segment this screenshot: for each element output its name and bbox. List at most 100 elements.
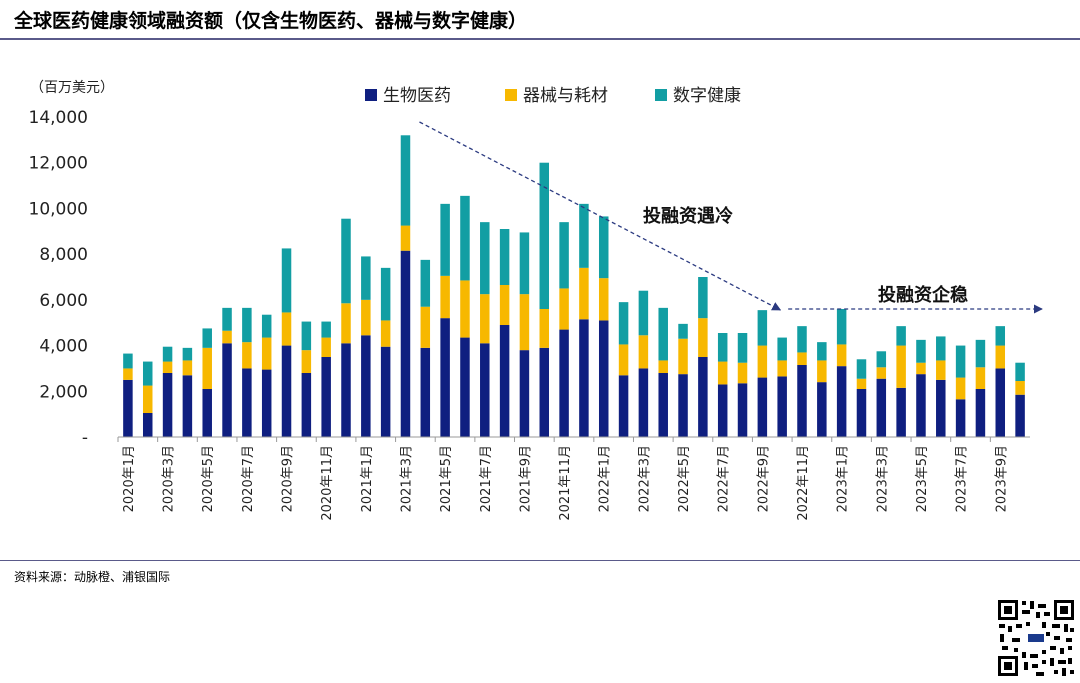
bar-segment-device xyxy=(598,278,609,321)
bar-segment-digital xyxy=(480,222,490,295)
bar-segment-device xyxy=(698,318,708,357)
bar-segment-digital xyxy=(261,314,272,338)
bar-segment-digital xyxy=(717,333,728,362)
bar-segment-digital xyxy=(420,259,431,307)
bar-segment-digital xyxy=(559,222,569,289)
bar-segment-bio xyxy=(301,373,312,437)
bar-segment-device xyxy=(955,377,966,400)
bar-segment-bio xyxy=(916,374,926,437)
x-tick-label: 2022年5月 xyxy=(677,445,692,512)
bar-segment-digital xyxy=(222,307,232,331)
bar-segment-digital xyxy=(182,347,193,361)
bar-segment-device xyxy=(777,360,787,377)
bar-segment-digital xyxy=(400,135,411,226)
bar-segment-digital xyxy=(955,345,966,378)
bar-segment-bio xyxy=(737,383,748,437)
bar-segment-bio xyxy=(420,347,431,437)
bar-segment-bio xyxy=(698,357,708,437)
bar-segment-digital xyxy=(698,277,708,319)
bar-segment-device xyxy=(638,335,649,369)
legend-swatch-device xyxy=(505,89,517,101)
y-tick-label: 4,000 xyxy=(39,337,88,357)
bar-segment-device xyxy=(559,288,569,330)
bar-segment-digital xyxy=(598,216,609,279)
x-axis: 2020年1月 2020年3月 2020年5月 2020年7月 2020年9月 2020年… xyxy=(117,436,1030,521)
bar-segment-device xyxy=(242,342,252,369)
bar-segment-bio xyxy=(1015,394,1025,437)
bar-segment-bio xyxy=(222,343,232,437)
bar-segment-device xyxy=(480,294,490,344)
bar-segment-bio xyxy=(955,399,966,437)
bar-segment-device xyxy=(440,275,450,319)
bar-segment-device xyxy=(301,350,312,373)
bar-segment-bio xyxy=(182,375,193,437)
bar-segment-digital xyxy=(499,229,510,285)
x-tick-label: 2022年9月 xyxy=(756,445,771,512)
bar-segment-bio xyxy=(678,374,688,437)
bar-segment-digital xyxy=(936,336,946,361)
bar-segment-digital xyxy=(579,203,589,268)
bar-segment-device xyxy=(142,385,153,413)
bar-segment-device xyxy=(797,352,807,365)
bar-segment-device xyxy=(281,312,292,346)
bar-segment-device xyxy=(896,345,906,388)
source-divider xyxy=(0,560,1080,561)
bar-segment-bio xyxy=(202,389,212,437)
x-tick-label: 2020年5月 xyxy=(201,445,216,512)
bar-segment-digital xyxy=(618,302,629,345)
bar-segment-digital xyxy=(341,218,351,304)
x-tick-label: 2021年3月 xyxy=(399,445,414,512)
bar-segment-device xyxy=(618,344,629,376)
bar-segment-device xyxy=(1015,381,1025,395)
bar-segment-bio xyxy=(896,387,906,437)
bar-segment-bio xyxy=(460,337,470,437)
x-tick-label: 2023年5月 xyxy=(915,445,930,512)
y-axis: - 2,000 4,000 6,000 8,000 10,000 12,000 14,000 xyxy=(29,108,88,448)
bar-segment-bio xyxy=(361,335,371,437)
bar-segment-bio xyxy=(777,376,787,437)
bar-segment-digital xyxy=(202,328,212,348)
bar-segment-bio xyxy=(817,382,827,437)
x-tick-label: 2021年5月 xyxy=(439,445,454,512)
bar-segment-device xyxy=(757,345,768,378)
qr-code-image xyxy=(996,598,1076,678)
bar-segment-bio xyxy=(321,357,331,437)
bar-segment-digital xyxy=(380,267,391,321)
bar-segment-device xyxy=(361,299,371,336)
bar-segment-device xyxy=(420,306,431,348)
bar-segment-device xyxy=(222,330,232,344)
bar-segment-bio xyxy=(142,413,153,437)
bar-segment-device xyxy=(460,280,470,338)
bar-segment-digital xyxy=(876,351,887,368)
bar-segment-device xyxy=(539,309,550,348)
bar-segment-device xyxy=(975,367,986,389)
y-tick-label: 8,000 xyxy=(39,245,88,265)
bar-segment-bio xyxy=(797,365,807,437)
x-tick-label: 2020年11月 xyxy=(320,445,335,521)
bar-segment-bio xyxy=(638,368,649,437)
bar-segment-device xyxy=(579,267,589,320)
bar-segment-digital xyxy=(638,290,649,336)
bar-segment-digital xyxy=(242,307,252,343)
bar-segment-digital xyxy=(737,333,748,363)
bar-segment-bio xyxy=(162,373,173,437)
y-tick-label: 10,000 xyxy=(29,199,88,219)
y-tick-label: 6,000 xyxy=(39,291,88,311)
bar-segment-digital xyxy=(321,321,331,338)
bar-segment-device xyxy=(658,360,668,373)
bar-segment-bio xyxy=(658,373,668,437)
x-tick-label: 2022年7月 xyxy=(717,445,732,512)
bar-segment-device xyxy=(856,378,867,389)
bar-segment-bio xyxy=(579,319,589,437)
stacked-bar-chart: （百万美元） 生物医药 器械与耗材 数字健康 - 2,000 4,000 6,000 8,0… xyxy=(29,80,1043,521)
bar-segment-device xyxy=(499,285,510,325)
bar-segment-digital xyxy=(281,248,292,313)
bar-segment-bio xyxy=(936,379,946,437)
x-tick-label: 2023年9月 xyxy=(994,445,1009,512)
x-tick-label: 2023年3月 xyxy=(875,445,890,512)
legend: 生物医药 器械与耗材 数字健康 xyxy=(365,86,741,106)
bar-segment-bio xyxy=(876,378,887,437)
bar-segment-bio xyxy=(123,379,133,437)
bar-segment-device xyxy=(936,360,946,380)
